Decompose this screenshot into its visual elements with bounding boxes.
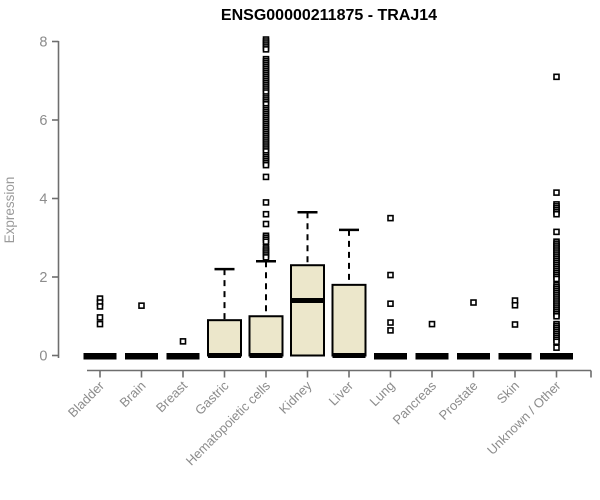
collapsed-box-prostate — [457, 353, 490, 360]
x-tick-label-bladder: Bladder — [65, 378, 108, 421]
outlier-point-hematopoietic-cells — [262, 220, 270, 228]
outlier-point-bladder — [96, 320, 104, 328]
collapsed-box-breast — [166, 353, 200, 360]
chart-title: ENSG00000211875 - TRAJ14 — [221, 7, 437, 24]
outlier-point-unknown-other — [553, 228, 560, 236]
outlier-point-lung — [387, 327, 394, 334]
x-tick-label-pancreas: Pancreas — [390, 378, 440, 428]
box-hematopoietic-cells — [248, 315, 284, 357]
x-tick-label-unknown-other: Unknown / Other — [484, 378, 564, 458]
outlier-point-lung — [387, 214, 394, 222]
outlier-point-bladder — [96, 314, 104, 321]
box-liver — [331, 283, 367, 357]
outlier-point-unknown-other — [553, 189, 560, 196]
outlier-point-hematopoietic-cells — [262, 161, 270, 169]
outlier-point-lung — [387, 271, 394, 279]
collapsed-box-bladder — [83, 353, 117, 360]
y-tick-label: 2 — [39, 270, 47, 286]
box-kidney — [290, 264, 325, 357]
x-tick-label-lung: Lung — [367, 378, 398, 409]
outlier-point-hematopoietic-cells — [262, 254, 270, 261]
y-tick-label: 6 — [39, 113, 47, 129]
outlier-point-skin — [511, 321, 519, 328]
outlier-point-unknown-other — [553, 312, 560, 320]
collapsed-box-brain — [125, 353, 158, 360]
outlier-point-breast — [179, 338, 187, 345]
outlier-point-unknown-other — [553, 275, 560, 283]
x-tick-label-gastric: Gastric — [192, 378, 232, 418]
outlier-point-bladder — [96, 303, 104, 310]
outlier-point-skin — [511, 301, 519, 309]
y-tick-label: 8 — [39, 35, 47, 51]
outlier-point-unknown-other — [553, 73, 560, 81]
x-tick-label-breast: Breast — [153, 378, 190, 415]
y-axis-label: Expression — [2, 177, 17, 244]
collapsed-box-pancreas — [415, 353, 449, 360]
outlier-point-brain — [138, 302, 145, 309]
x-tick-label-skin: Skin — [494, 378, 522, 406]
collapsed-box-lung — [374, 353, 407, 360]
outlier-point-pancreas — [428, 320, 436, 328]
outlier-point-unknown-other — [553, 344, 560, 351]
x-tick-label-kidney: Kidney — [276, 378, 315, 417]
outlier-point-hematopoietic-cells — [262, 199, 270, 206]
outlier-point-hematopoietic-cells — [262, 210, 270, 218]
outlier-point-unknown-other — [553, 338, 560, 346]
outlier-point-prostate — [470, 299, 477, 306]
collapsed-box-unknown-other — [540, 353, 573, 360]
outlier-point-hematopoietic-cells — [262, 238, 270, 245]
outlier-point-hematopoietic-cells — [262, 46, 270, 53]
y-tick-label: 0 — [39, 349, 47, 365]
outlier-point-unknown-other — [553, 210, 560, 218]
x-tick-label-brain: Brain — [117, 378, 149, 410]
collapsed-box-skin — [498, 353, 532, 360]
outlier-point-lung — [387, 319, 394, 326]
box-gastric — [207, 319, 242, 357]
x-tick-label-prostate: Prostate — [436, 378, 481, 423]
outlier-point-hematopoietic-cells — [262, 173, 270, 181]
y-tick-label: 4 — [39, 192, 47, 208]
x-tick-label-liver: Liver — [326, 378, 357, 409]
outlier-point-lung — [387, 300, 394, 307]
